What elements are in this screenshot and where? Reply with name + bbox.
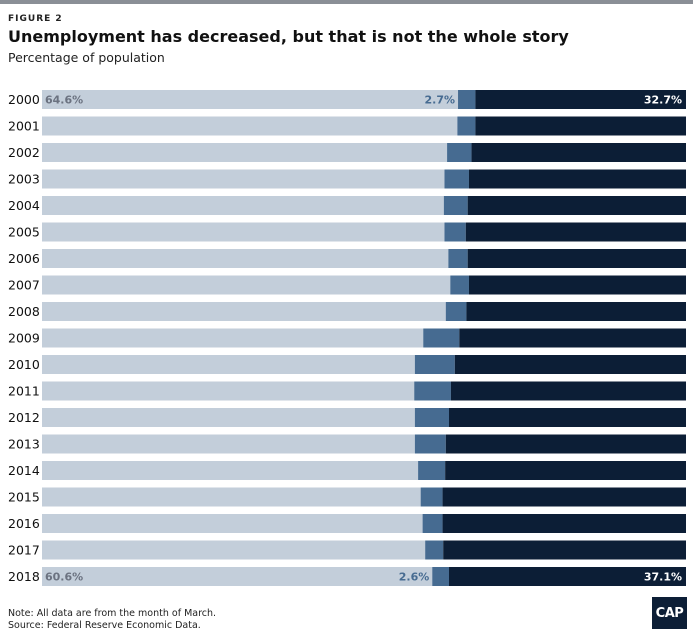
top-rule bbox=[0, 0, 693, 4]
bar-segment-2017-0 bbox=[42, 540, 426, 560]
bar-segment-2013-0 bbox=[42, 434, 415, 454]
bar-segment-2009-2 bbox=[459, 328, 686, 348]
bar-segment-2005-0 bbox=[42, 222, 445, 242]
bar-segment-2003-1 bbox=[444, 169, 469, 189]
bar-segment-2001-2 bbox=[475, 116, 686, 136]
year-label-2007: 2007 bbox=[8, 278, 40, 293]
bar-segment-2000-0 bbox=[42, 90, 459, 109]
year-label-2009: 2009 bbox=[8, 331, 40, 346]
footer: Note: All data are from the month of Mar… bbox=[8, 608, 216, 632]
bar-segment-2002-1 bbox=[447, 143, 472, 162]
bar-segment-2010-1 bbox=[414, 355, 455, 374]
bar-segment-2018-0 bbox=[42, 567, 433, 586]
bar-segment-2000-2 bbox=[475, 90, 686, 109]
year-label-2018: 2018 bbox=[8, 569, 40, 584]
bar-segment-2007-1 bbox=[450, 275, 469, 295]
bar-segment-2016-2 bbox=[442, 514, 686, 533]
bar-segment-2006-1 bbox=[448, 249, 468, 268]
year-label-2004: 2004 bbox=[8, 198, 40, 213]
year-label-2012: 2012 bbox=[8, 410, 40, 425]
note-text: Note: All data are from the month of Mar… bbox=[8, 608, 217, 619]
labels-layer: 2000 64.6% 2.7% 32.7% 2001 2002 2003 2004 2005 20… bbox=[8, 92, 682, 584]
bar-segment-2012-1 bbox=[414, 408, 450, 427]
bar-segment-2009-0 bbox=[42, 328, 424, 348]
bar-segment-2013-2 bbox=[445, 434, 686, 454]
year-label-2010: 2010 bbox=[8, 357, 40, 372]
bars-layer bbox=[42, 90, 686, 586]
year-label-2015: 2015 bbox=[8, 490, 40, 505]
year-label-2006: 2006 bbox=[8, 251, 40, 266]
data-label-2000-0: 64.6% bbox=[45, 94, 83, 107]
bar-segment-2017-1 bbox=[425, 540, 444, 560]
bar-segment-2015-0 bbox=[42, 487, 421, 507]
bar-segment-2015-1 bbox=[420, 487, 443, 507]
bar-segment-2017-2 bbox=[443, 540, 686, 560]
bar-segment-2008-0 bbox=[42, 302, 446, 321]
bar-segment-2005-2 bbox=[465, 222, 686, 242]
data-label-2018-2: 37.1% bbox=[644, 571, 682, 584]
year-label-2002: 2002 bbox=[8, 145, 40, 160]
data-label-2018-1: 2.6% bbox=[399, 571, 430, 584]
bar-segment-2010-0 bbox=[42, 355, 415, 374]
bar-segment-2003-0 bbox=[42, 169, 445, 189]
data-label-2000-1: 2.7% bbox=[425, 94, 456, 107]
bar-segment-2016-1 bbox=[422, 514, 443, 533]
year-label-2011: 2011 bbox=[8, 384, 40, 399]
bar-segment-2004-2 bbox=[467, 196, 686, 215]
bar-segment-2002-2 bbox=[471, 143, 686, 162]
bar-segment-2007-2 bbox=[468, 275, 686, 295]
bar-segment-2006-2 bbox=[467, 249, 686, 268]
bar-segment-2003-2 bbox=[468, 169, 686, 189]
bar-segment-2011-2 bbox=[450, 381, 686, 401]
bar-segment-2015-2 bbox=[442, 487, 686, 507]
year-label-2016: 2016 bbox=[8, 516, 40, 531]
bar-segment-2010-2 bbox=[454, 355, 686, 374]
year-label-2000: 2000 bbox=[8, 92, 40, 107]
chart-subtitle: Percentage of population bbox=[8, 50, 165, 65]
bar-segment-2009-1 bbox=[423, 328, 460, 348]
data-label-2018-0: 60.6% bbox=[45, 571, 83, 584]
year-label-2014: 2014 bbox=[8, 463, 40, 478]
bar-segment-2006-0 bbox=[42, 249, 449, 268]
year-label-2013: 2013 bbox=[8, 437, 40, 452]
bar-segment-2004-0 bbox=[42, 196, 444, 215]
cap-logo: CAP bbox=[652, 597, 687, 629]
bar-segment-2014-1 bbox=[418, 461, 446, 480]
bar-segment-2014-2 bbox=[445, 461, 686, 480]
source-text: Source: Federal Reserve Economic Data. bbox=[8, 620, 201, 631]
bar-segment-2008-1 bbox=[445, 302, 467, 321]
year-label-2005: 2005 bbox=[8, 225, 40, 240]
bar-segment-2013-1 bbox=[414, 434, 446, 454]
chart-title: Unemployment has decreased, but that is … bbox=[8, 27, 569, 46]
bar-segment-2011-0 bbox=[42, 381, 415, 401]
bar-segment-2004-1 bbox=[443, 196, 468, 215]
bar-segment-2018-1 bbox=[432, 567, 450, 586]
bar-segment-2012-2 bbox=[449, 408, 686, 427]
bar-segment-2001-1 bbox=[457, 116, 476, 136]
bar-segment-2001-0 bbox=[42, 116, 458, 136]
bar-segment-2000-1 bbox=[458, 90, 476, 109]
bar-segment-2005-1 bbox=[444, 222, 466, 242]
year-label-2017: 2017 bbox=[8, 543, 40, 558]
data-label-2000-2: 32.7% bbox=[644, 94, 682, 107]
bar-segment-2012-0 bbox=[42, 408, 415, 427]
year-label-2003: 2003 bbox=[8, 172, 40, 187]
year-label-2001: 2001 bbox=[8, 119, 40, 134]
bar-segment-2014-0 bbox=[42, 461, 419, 480]
bar-segment-2018-2 bbox=[449, 567, 686, 586]
bar-segment-2007-0 bbox=[42, 275, 451, 295]
figure-label: FIGURE 2 bbox=[8, 14, 63, 24]
bar-segment-2011-1 bbox=[414, 381, 451, 401]
bar-segment-2008-2 bbox=[466, 302, 686, 321]
bar-segment-2016-0 bbox=[42, 514, 423, 533]
bar-segment-2002-0 bbox=[42, 143, 448, 162]
year-label-2008: 2008 bbox=[8, 304, 40, 319]
